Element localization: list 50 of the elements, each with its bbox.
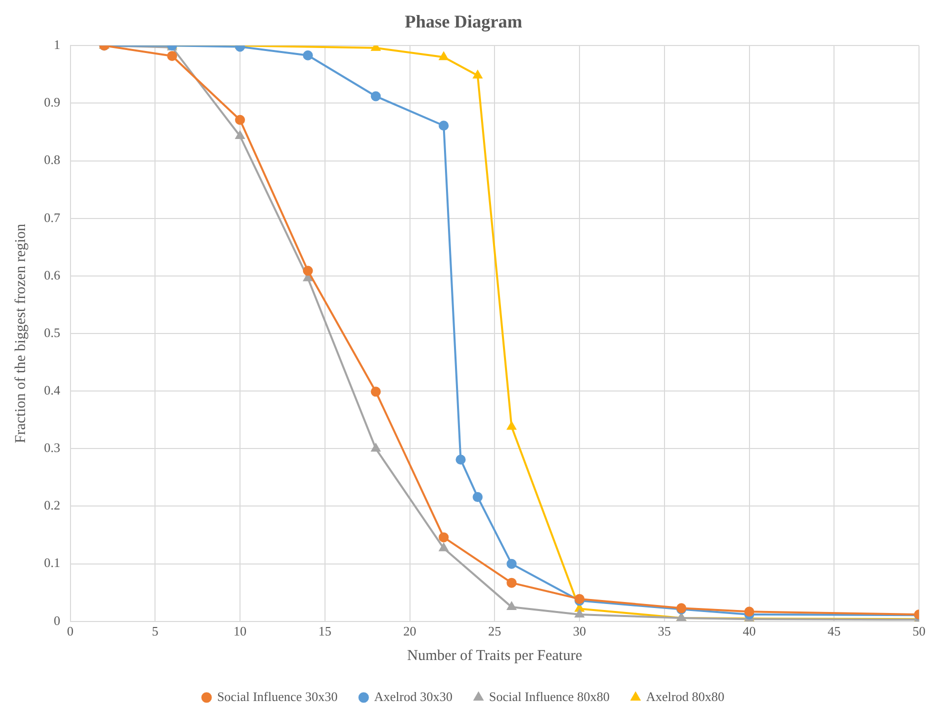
x-tick-label: 40 xyxy=(742,624,756,639)
point xyxy=(506,558,517,569)
legend-label: Social Influence 30x30 xyxy=(217,688,338,704)
point xyxy=(472,492,483,502)
y-tick-label: 0.3 xyxy=(44,440,60,456)
legend-label: Axelrod 30x30 xyxy=(374,688,453,704)
legend-label: Axelrod 80x80 xyxy=(646,688,724,704)
point xyxy=(236,131,244,139)
point xyxy=(167,50,178,61)
y-tick-label: 0.5 xyxy=(44,324,60,340)
point xyxy=(439,52,448,60)
y-tick-label: 0.7 xyxy=(44,210,61,225)
x-tick-label: 20 xyxy=(403,624,416,639)
x-tick-label: 10 xyxy=(234,624,246,639)
point xyxy=(439,543,448,552)
x-tick-label: 50 xyxy=(912,624,926,639)
x-tick-label: 35 xyxy=(658,624,671,639)
point xyxy=(371,444,380,452)
x-tick-label: 0 xyxy=(67,624,74,639)
point xyxy=(438,532,449,542)
y-tick-label: 0.9 xyxy=(44,94,60,110)
point xyxy=(575,609,584,618)
y-tick-label: 0.6 xyxy=(44,267,61,282)
point xyxy=(507,422,516,430)
x-tick-label: 15 xyxy=(318,624,332,639)
point xyxy=(473,70,482,79)
x-axis-title: Number of Traits per Feature xyxy=(407,648,582,664)
point xyxy=(370,386,381,397)
x-tick-label: 5 xyxy=(152,624,158,639)
y-axis-title: Fraction of the biggest frozen region xyxy=(12,223,29,444)
point xyxy=(235,114,245,125)
y-tick-label: 0.1 xyxy=(44,555,60,570)
point xyxy=(302,266,313,276)
y-tick-label: 0.2 xyxy=(44,498,60,513)
point xyxy=(506,578,517,588)
point xyxy=(744,606,754,617)
y-tick-label: 0 xyxy=(54,612,60,628)
y-tick-label: 0.8 xyxy=(44,152,60,168)
point xyxy=(456,454,466,465)
y-tick-label: 1 xyxy=(54,37,60,52)
legend-label: Social Influence 80x80 xyxy=(489,688,610,704)
y-tick-label: 0.4 xyxy=(44,382,61,398)
point xyxy=(302,50,313,60)
x-tick-label: 45 xyxy=(828,624,841,639)
chart-title: Phase Diagram xyxy=(404,11,522,32)
point xyxy=(370,91,381,102)
x-tick-label: 30 xyxy=(573,624,586,639)
point xyxy=(438,120,449,131)
point xyxy=(507,602,516,610)
x-tick-label: 25 xyxy=(488,624,502,639)
